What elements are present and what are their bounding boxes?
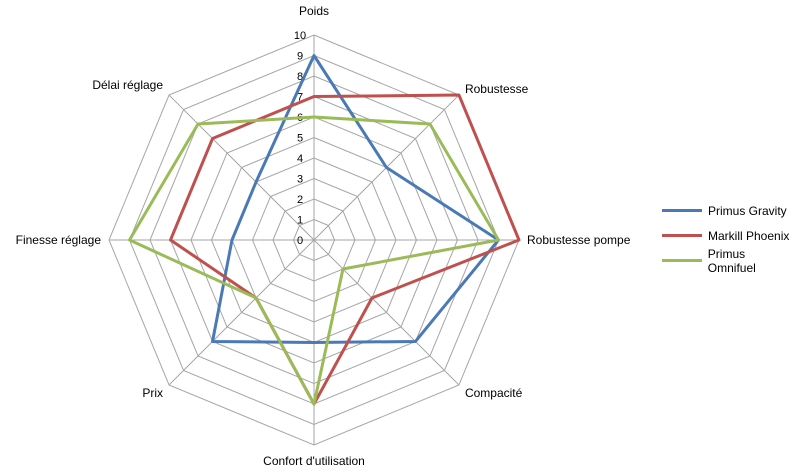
grid-spoke — [313, 239, 460, 386]
category-label: Poids — [299, 4, 329, 18]
scale-tick-label: 2 — [297, 194, 303, 206]
radar-category-labels: Poids Robustesse Robustesse pompe Compacité… — [16, 4, 631, 468]
scale-tick-label: 1 — [297, 215, 303, 227]
legend-item-primus-omnifuel: Primus Omnifuel — [662, 246, 796, 275]
category-label: Robustesse — [465, 82, 529, 96]
scale-tick-label: 9 — [297, 51, 303, 63]
category-label: Délai réglage — [92, 78, 163, 92]
grid-spoke — [168, 94, 315, 241]
legend-label: Primus Omnifuel — [707, 246, 756, 275]
series-line — [169, 93, 521, 406]
scale-tick-label: 7 — [297, 92, 303, 104]
grid-spoke — [168, 239, 315, 386]
series-line — [128, 115, 500, 406]
legend-item-primus-gravity: Primus Gravity — [662, 198, 796, 223]
legend-swatch — [662, 259, 702, 262]
scale-tick-label: 3 — [297, 174, 303, 186]
category-label: Confort d'utilisation — [263, 454, 365, 468]
legend-swatch — [662, 209, 702, 212]
scale-tick-label: 5 — [297, 133, 303, 145]
legend-label: Primus Gravity — [708, 203, 787, 218]
category-label: Compacité — [465, 386, 523, 400]
scale-tick-label: 8 — [297, 71, 303, 83]
radar-grid — [108, 34, 520, 446]
legend-label: Markill Phoenix — [708, 228, 790, 243]
category-label: Robustesse pompe — [527, 233, 631, 247]
category-label: Prix — [142, 386, 163, 400]
chart-legend: Primus Gravity Markill Phoenix Primus Om… — [662, 198, 796, 275]
scale-tick-label: 4 — [297, 153, 303, 165]
scale-tick-label: 10 — [294, 30, 306, 42]
series-line — [211, 54, 500, 344]
radar-series — [128, 54, 521, 406]
scale-tick-label: 0 — [297, 235, 303, 247]
legend-swatch — [662, 234, 702, 237]
legend-item-markill-phoenix: Markill Phoenix — [662, 223, 796, 248]
category-label: Finesse réglage — [16, 233, 102, 247]
